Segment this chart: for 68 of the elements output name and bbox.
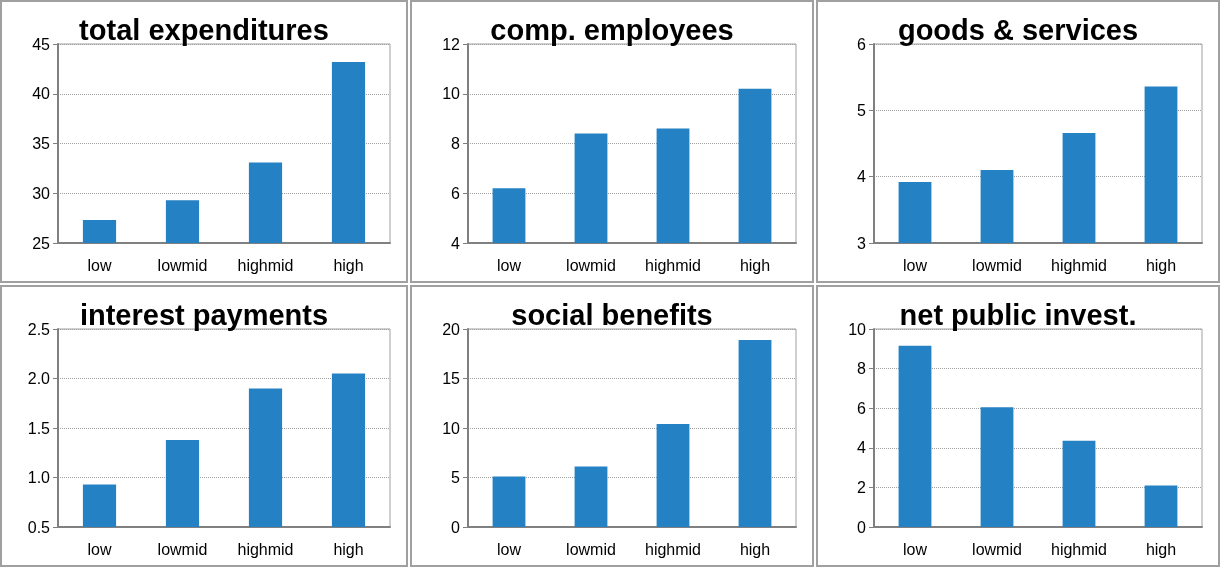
- y-tick-label: 2.5: [27, 320, 51, 338]
- x-tick-label: high: [333, 540, 364, 558]
- x-tick-label: highmid: [644, 256, 702, 274]
- y-tick-label: 10: [442, 85, 461, 103]
- x-tick-label: lowmid: [566, 540, 616, 558]
- y-tick-label: 30: [32, 184, 51, 202]
- x-tick-label: lowmid: [157, 256, 208, 274]
- x-tick-label: highmid: [1050, 540, 1108, 558]
- x-tick-label: high: [1145, 540, 1177, 558]
- x-tick-label: highmid: [237, 256, 294, 274]
- x-tick-label: highmid: [1050, 256, 1108, 274]
- bar: [1144, 485, 1178, 527]
- x-tick-label: low: [902, 256, 928, 274]
- x-tick-label: lowmid: [972, 256, 1022, 274]
- bar: [898, 345, 932, 527]
- y-tick-label: 3: [857, 234, 867, 252]
- chart-title: comp. employees: [490, 13, 734, 46]
- x-tick-label: high: [333, 256, 364, 274]
- y-tick-label: 0: [451, 518, 461, 536]
- x-tick-label: low: [87, 540, 112, 558]
- bar: [574, 466, 608, 527]
- y-tick-label: 4: [451, 234, 461, 252]
- chart-title: goods & services: [897, 13, 1139, 46]
- y-tick-label: 25: [32, 234, 51, 252]
- y-tick-label: 0.5: [27, 518, 51, 536]
- bar: [980, 407, 1014, 527]
- y-tick-label: 5: [857, 101, 867, 119]
- y-tick-label: 10: [442, 419, 461, 437]
- bar: [1062, 440, 1096, 527]
- y-tick-label: 4: [857, 168, 867, 186]
- x-tick-label: high: [1145, 256, 1177, 274]
- y-tick-label: 6: [451, 184, 461, 202]
- y-tick-label: 6: [857, 35, 867, 53]
- x-tick-label: low: [496, 540, 522, 558]
- x-tick-label: lowmid: [972, 540, 1022, 558]
- x-tick-label: high: [739, 256, 771, 274]
- y-tick-label: 20: [442, 320, 461, 338]
- x-tick-label: lowmid: [566, 256, 616, 274]
- y-tick-label: 4: [857, 439, 867, 457]
- y-tick-label: 40: [32, 85, 51, 103]
- x-tick-label: highmid: [644, 540, 702, 558]
- y-tick-label: 6: [857, 399, 867, 417]
- chart-title: total expenditures: [79, 13, 329, 46]
- y-tick-label: 45: [32, 35, 51, 53]
- y-tick-label: 15: [442, 370, 461, 387]
- bar: [492, 476, 526, 527]
- y-tick-label: 2.0: [27, 370, 51, 387]
- chart-title: social benefits: [511, 298, 713, 331]
- bar: [656, 424, 690, 527]
- y-tick-label: 8: [857, 360, 867, 378]
- y-tick-label: 1.5: [27, 419, 51, 437]
- chart-title: net public invest.: [899, 298, 1137, 331]
- y-tick-label: 12: [442, 35, 461, 53]
- chart-title: interest payments: [79, 298, 329, 331]
- y-tick-label: 0: [857, 518, 867, 536]
- x-tick-label: highmid: [237, 540, 294, 558]
- y-tick-label: 5: [451, 469, 461, 486]
- x-tick-label: low: [87, 256, 112, 274]
- y-tick-label: 8: [451, 135, 461, 152]
- y-tick-label: 35: [32, 135, 51, 152]
- x-tick-label: high: [739, 540, 771, 558]
- x-tick-label: lowmid: [157, 540, 208, 558]
- x-tick-label: low: [496, 256, 522, 274]
- y-tick-label: 2: [857, 478, 867, 496]
- y-tick-label: 10: [848, 320, 867, 338]
- x-tick-label: low: [902, 540, 928, 558]
- y-tick-label: 1.0: [27, 469, 51, 486]
- bar: [738, 339, 772, 527]
